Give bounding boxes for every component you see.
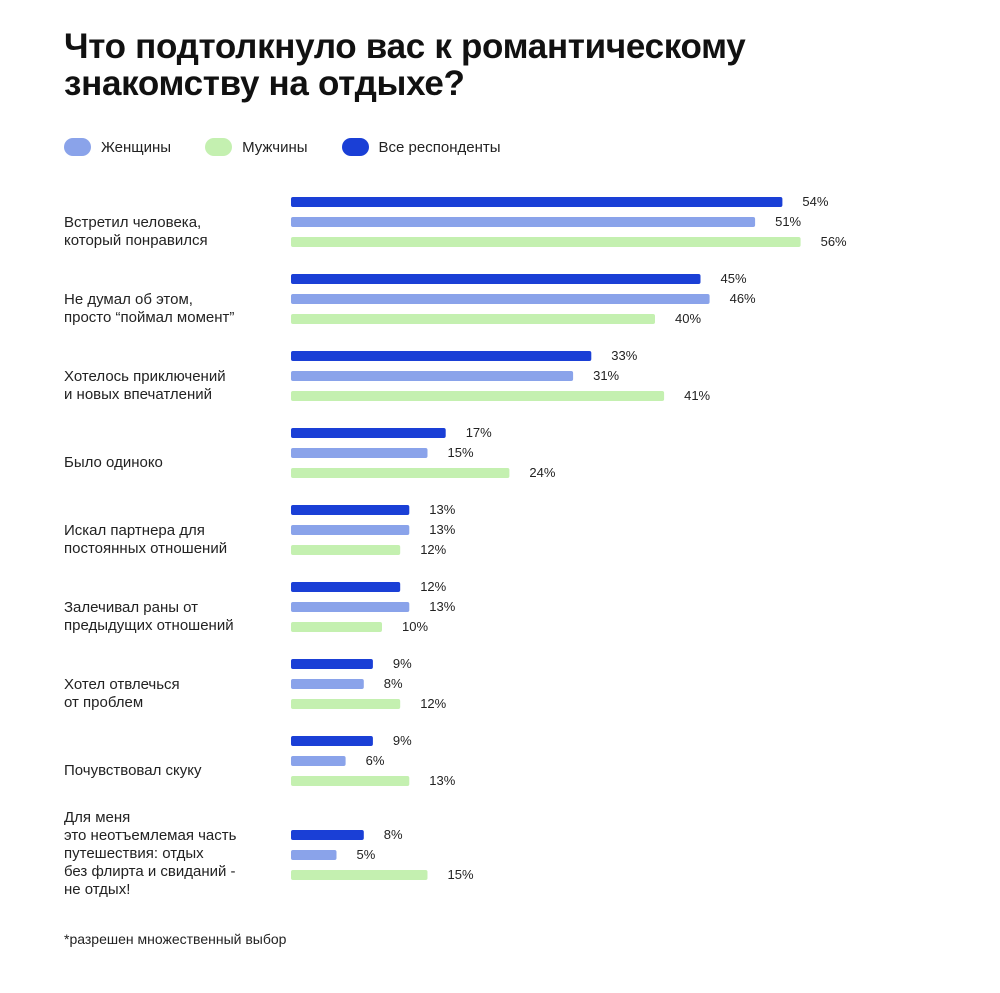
bar xyxy=(291,525,410,535)
bar xyxy=(291,294,710,304)
data-label: 15% xyxy=(448,445,474,460)
data-label: 9% xyxy=(393,733,412,748)
data-label: 45% xyxy=(721,271,747,286)
bar xyxy=(291,776,410,786)
category-label: Для меня это неотъемлемая часть путешест… xyxy=(64,809,237,898)
bar xyxy=(291,314,655,324)
legend-label-all: Все респонденты xyxy=(378,138,501,156)
data-label: 13% xyxy=(429,599,455,614)
category-label: Не думал об этом, просто “поймал момент” xyxy=(64,291,235,326)
data-label: 17% xyxy=(466,425,492,440)
bar xyxy=(291,237,801,247)
data-label: 46% xyxy=(730,291,756,306)
legend-label-men: Мужчины xyxy=(242,138,308,156)
bar xyxy=(291,699,401,709)
bar xyxy=(291,622,382,632)
bar xyxy=(291,679,364,689)
bar xyxy=(291,217,756,227)
data-label: 13% xyxy=(429,522,455,537)
bar xyxy=(291,870,428,880)
data-label: 33% xyxy=(611,348,637,363)
bar xyxy=(291,756,346,766)
data-label: 13% xyxy=(429,502,455,517)
category-label: Встретил человека, который понравился xyxy=(64,214,208,249)
legend-item-women: Женщины xyxy=(64,138,171,156)
legend-label-women: Женщины xyxy=(101,138,172,156)
category-label: Почувствовал скуку xyxy=(64,762,202,779)
data-label: 9% xyxy=(393,656,412,671)
legend-item-all: Все респонденты xyxy=(341,138,501,156)
legend-swatch-men xyxy=(205,138,233,156)
bar xyxy=(291,197,783,207)
bar xyxy=(291,274,701,284)
legend-item-men: Мужчины xyxy=(205,138,308,156)
bar xyxy=(291,830,364,840)
data-label: 15% xyxy=(448,867,474,882)
bar xyxy=(291,428,446,438)
bar xyxy=(291,736,373,746)
data-label: 24% xyxy=(529,465,555,480)
footnote: *разрешен множественный выбор xyxy=(64,931,287,947)
bar xyxy=(291,448,428,458)
data-label: 56% xyxy=(821,234,847,249)
data-label: 8% xyxy=(384,676,403,691)
bar xyxy=(291,659,373,669)
category-label: Было одиноко xyxy=(64,454,163,471)
data-label: 54% xyxy=(802,194,828,209)
category-label: Залечивал раны от предыдущих отношений xyxy=(64,599,234,634)
legend-swatch-women xyxy=(64,138,91,156)
category-label: Хотел отвлечься от проблем xyxy=(64,676,180,711)
bar xyxy=(291,391,665,401)
bar xyxy=(291,850,337,860)
legend: Женщины Мужчины Все респонденты xyxy=(64,138,535,156)
legend-swatch-all xyxy=(341,138,369,156)
chart-title: Что подтолкнуло вас к романтическому зна… xyxy=(64,27,746,103)
bar xyxy=(291,545,401,555)
bar xyxy=(291,582,401,592)
data-label: 41% xyxy=(684,388,710,403)
bar xyxy=(291,602,410,612)
data-label: 5% xyxy=(357,847,376,862)
data-label: 51% xyxy=(775,214,801,229)
data-label: 10% xyxy=(402,619,428,634)
data-label: 6% xyxy=(366,753,385,768)
bar xyxy=(291,468,510,478)
data-label: 12% xyxy=(420,696,446,711)
data-label: 13% xyxy=(429,773,455,788)
data-label: 31% xyxy=(593,368,619,383)
bar xyxy=(291,371,574,381)
bar xyxy=(291,505,410,515)
data-label: 12% xyxy=(420,579,446,594)
category-label: Искал партнера для постоянных отношений xyxy=(64,522,228,557)
data-label: 40% xyxy=(675,311,701,326)
data-label: 12% xyxy=(420,542,446,557)
category-label: Хотелось приключений и новых впечатлений xyxy=(64,368,226,403)
bar xyxy=(291,351,592,361)
data-label: 8% xyxy=(384,827,403,842)
